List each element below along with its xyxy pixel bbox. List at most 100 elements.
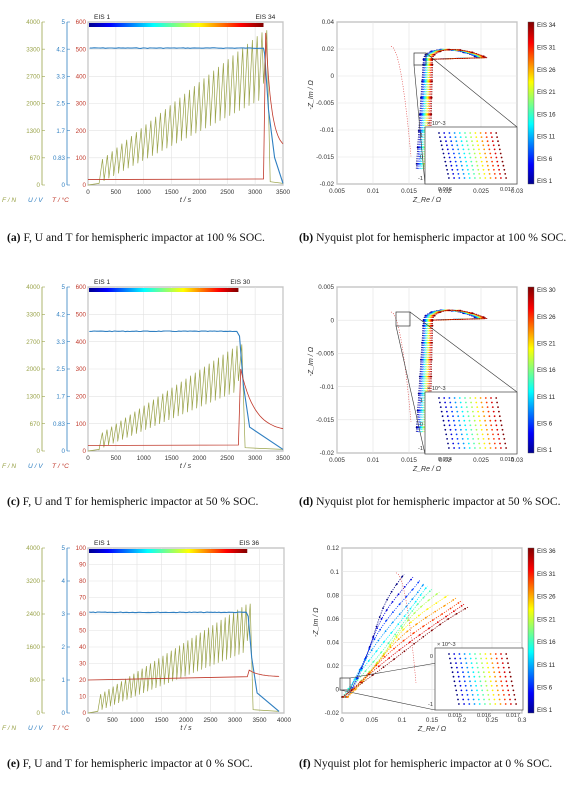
inset-point	[490, 657, 493, 660]
inset-point	[497, 406, 499, 408]
inset-point	[493, 415, 496, 418]
inset-point	[474, 177, 476, 179]
inset-point	[440, 144, 443, 147]
inset-point	[453, 152, 455, 155]
colorbar-label: EIS 16	[537, 639, 556, 646]
inset-y-tick: 1	[420, 133, 423, 139]
temperature-tick-label: 20	[79, 677, 86, 684]
inset-point	[487, 438, 490, 440]
inset-point	[448, 653, 450, 655]
inset-point	[454, 160, 457, 163]
inset-point	[461, 410, 464, 413]
eis-point	[413, 642, 415, 645]
eis-point	[482, 55, 485, 58]
inset-point	[473, 173, 475, 175]
x-tick-label: 0.015	[401, 188, 417, 195]
inset-point	[491, 136, 493, 139]
caption-text: F, U and T for hemispheric impactor at 5…	[22, 495, 259, 508]
inset-point	[464, 397, 466, 399]
eis-point	[376, 627, 378, 629]
x-tick-label: 1000	[130, 717, 145, 724]
inset-point	[445, 140, 447, 143]
colorbar-label: EIS 16	[537, 367, 556, 374]
inset-point	[458, 680, 461, 683]
eis-point	[405, 617, 408, 620]
inset-point	[512, 689, 515, 692]
eis-point	[373, 638, 376, 641]
temperature-tick-label: 300	[76, 366, 87, 373]
inset-point	[454, 428, 457, 431]
eis-point	[419, 594, 422, 596]
inset-point	[478, 703, 481, 705]
inset-point	[463, 653, 466, 655]
inset-point	[459, 684, 462, 687]
eis-point	[411, 598, 414, 601]
inset-point	[483, 675, 486, 678]
eis-point	[380, 651, 383, 654]
inset-point	[443, 397, 446, 399]
temperature-tick-label: 100	[76, 421, 87, 428]
inset-point	[500, 424, 503, 427]
inset-point	[498, 671, 501, 674]
temperature-axis-label: T / °C	[52, 724, 69, 732]
inset-point	[485, 684, 488, 687]
eis-point	[431, 341, 433, 344]
inset-point	[467, 438, 469, 440]
eis-point	[397, 623, 400, 626]
inset-point	[455, 406, 458, 408]
inset-point	[464, 132, 466, 134]
inset-point	[498, 415, 501, 418]
inset-point	[453, 132, 456, 134]
inset-point	[472, 415, 475, 418]
inset-point	[515, 703, 517, 705]
inset-point	[497, 164, 500, 167]
inset-point	[502, 666, 505, 669]
inset-point	[477, 694, 479, 696]
inset-point	[502, 164, 505, 167]
inset-point	[456, 438, 459, 440]
inset-point	[493, 698, 496, 701]
colorbar-label: EIS 1	[537, 707, 553, 714]
inset-point	[485, 424, 487, 427]
inset-point	[445, 406, 447, 408]
eis-point	[383, 656, 386, 658]
inset-point	[493, 148, 496, 151]
eis-point	[421, 584, 424, 587]
inset-point	[505, 680, 508, 683]
zoom-box	[339, 677, 351, 691]
inset-point	[493, 442, 496, 445]
voltage-tick-label: 0.83	[53, 155, 66, 162]
inset-point	[487, 144, 490, 147]
inset-point	[438, 397, 440, 399]
eis-point	[431, 319, 434, 322]
inset-point	[460, 406, 463, 408]
temperature-tick-label: 200	[76, 128, 87, 135]
eis-series	[341, 606, 469, 698]
temperature-tick-label: 100	[76, 155, 87, 162]
caption-b: (b) Nyquist plot for hemispheric impacto…	[299, 229, 581, 247]
eis-point	[448, 48, 451, 51]
eis-point	[424, 616, 427, 619]
x-tick-label: 4000	[277, 717, 292, 724]
temperature-tick-label: 90	[79, 562, 86, 569]
inset-point	[469, 657, 472, 660]
zoom-connector	[395, 325, 426, 455]
temperature-tick-label: 300	[76, 101, 87, 108]
eis-point	[418, 614, 420, 617]
eis-point	[367, 660, 370, 662]
inset-point	[488, 698, 491, 701]
y-axis-label: -Z_Im / Ω	[308, 80, 315, 110]
inset-point	[462, 671, 464, 674]
y-tick-label: -0.005	[316, 351, 334, 358]
inset-point	[465, 428, 467, 431]
inset-point	[490, 424, 493, 427]
inset-point	[499, 703, 502, 705]
y-tick-label: 0	[330, 73, 334, 80]
inset-point	[463, 419, 466, 422]
zoom-connector	[413, 64, 426, 185]
force-tick-label: 670	[30, 155, 41, 162]
inset-point	[499, 442, 501, 445]
x-tick-label: 1500	[154, 717, 169, 724]
nyquist-panel-f: 0 0.05 0.1 0.15 0.2 0.25 0.3 0.12 0.1 0.08 0.06 0.0…	[313, 545, 556, 733]
x-tick-label: 2500	[203, 717, 218, 724]
